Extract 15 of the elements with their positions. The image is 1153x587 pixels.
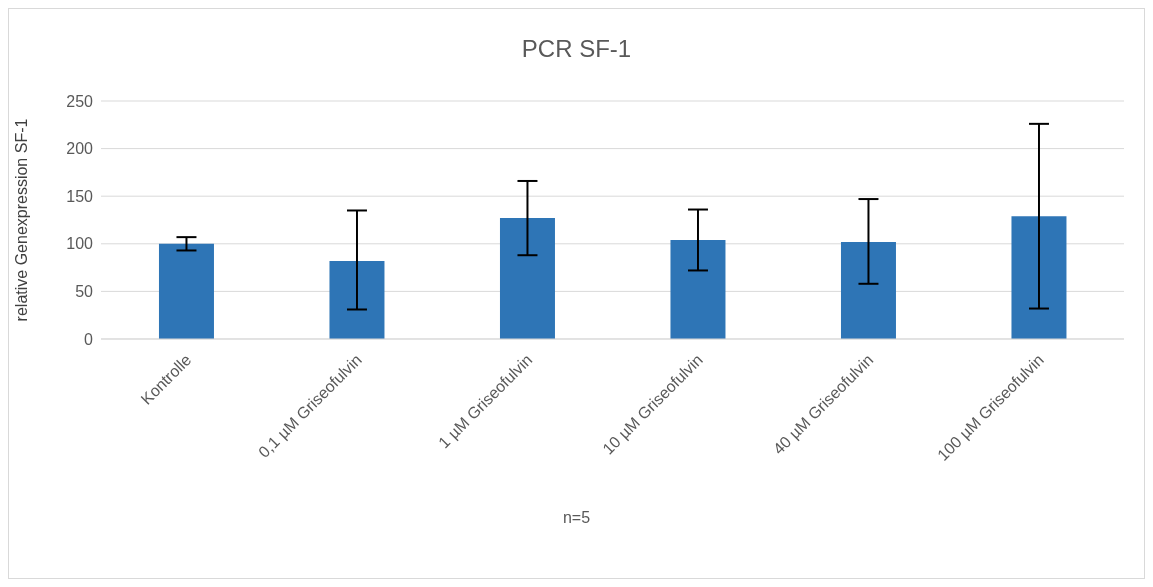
y-tick-label: 50 xyxy=(75,283,94,301)
bar xyxy=(840,241,896,339)
y-tick-label: 0 xyxy=(84,330,94,348)
bar xyxy=(1011,216,1067,339)
bar xyxy=(670,239,726,339)
x-axis-title: n=5 xyxy=(561,509,592,527)
y-tick-label: 200 xyxy=(66,140,94,158)
y-tick-label: 150 xyxy=(66,187,94,205)
bar xyxy=(158,243,214,339)
y-axis-title: relative Genexpression SF-1 xyxy=(12,118,30,322)
y-tick-label: 100 xyxy=(66,235,94,253)
y-tick-label: 250 xyxy=(66,92,94,110)
chart-title: PCR SF-1 xyxy=(520,34,633,64)
bar xyxy=(329,260,385,339)
bar xyxy=(499,218,555,339)
